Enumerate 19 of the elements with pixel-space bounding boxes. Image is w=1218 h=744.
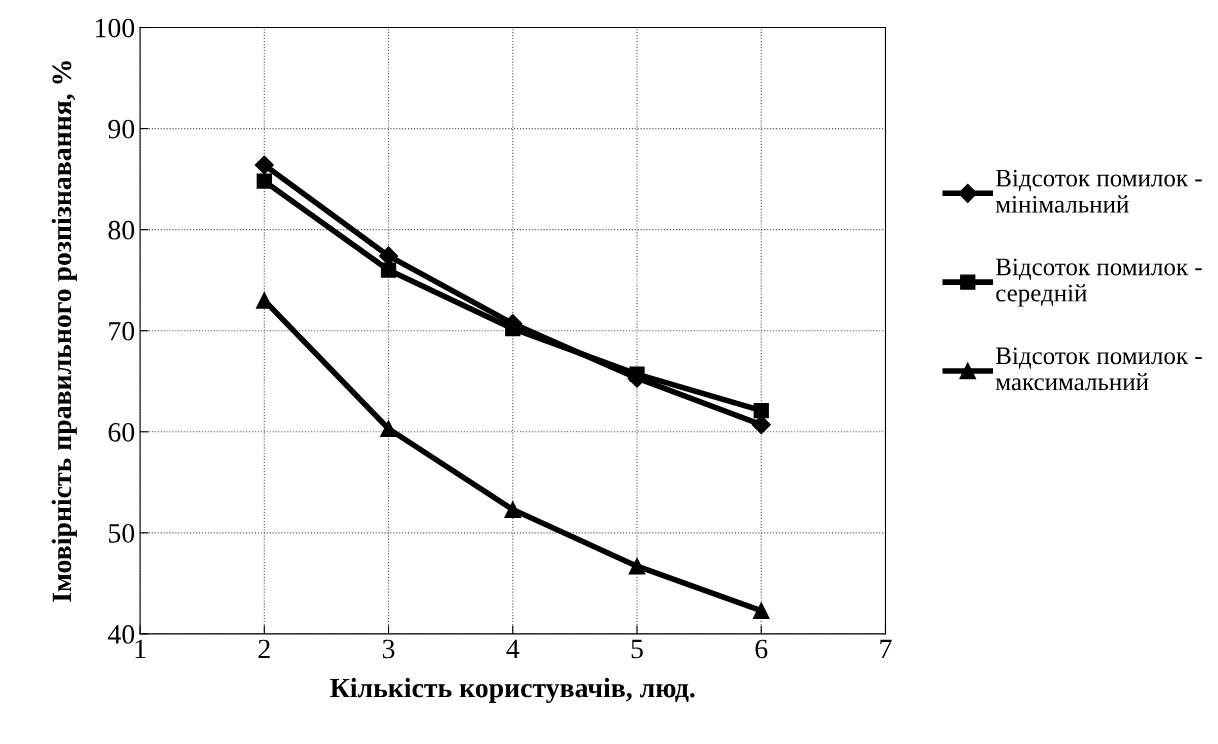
- x-tick-label: 4: [506, 639, 520, 659]
- y-tick-label: 40: [107, 625, 135, 644]
- x-tick-label: 1: [135, 639, 146, 659]
- legend-label: Відсоток помилок - максимальний: [995, 347, 1202, 391]
- y-tick-label: 70: [109, 321, 135, 341]
- y-tick-label: 60: [108, 422, 135, 442]
- x-tick-label: 7: [880, 639, 892, 659]
- x-axis-title: Кількість користувачів, люд.: [330, 677, 695, 704]
- x-tick-label: 2: [258, 639, 270, 659]
- y-axis-title: Імовірність правильного розпізнавання, %: [51, 61, 77, 602]
- x-tick-label: 3: [382, 639, 395, 659]
- y-tick-label: 90: [108, 119, 135, 139]
- x-tick-label: 6: [755, 639, 768, 659]
- legend-label: Відсоток помилок - мінімальний: [995, 169, 1202, 213]
- x-tick-label: 5: [631, 639, 643, 659]
- legend-label: Відсоток помилок - середній: [995, 258, 1202, 307]
- y-tick-label: 50: [109, 523, 135, 543]
- y-tick-label: 100: [95, 18, 135, 38]
- y-tick-label: 80: [108, 220, 135, 240]
